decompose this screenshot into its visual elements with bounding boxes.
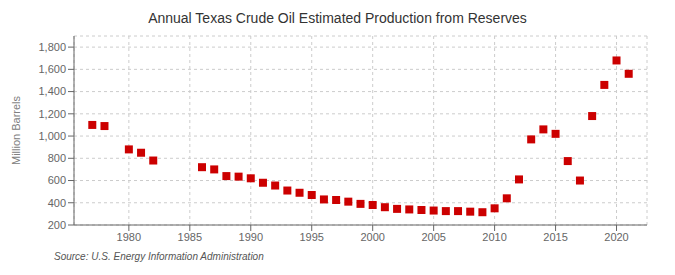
svg-text:1,600: 1,600: [38, 63, 66, 75]
svg-text:2005: 2005: [421, 231, 445, 243]
svg-text:2000: 2000: [360, 231, 384, 243]
svg-text:1990: 1990: [239, 231, 263, 243]
svg-text:1985: 1985: [178, 231, 202, 243]
html-text:Source: U.S. Energy Informatio: Source: U.S. Energy Information Administ…: [54, 251, 264, 262]
svg-text:1,000: 1,000: [38, 130, 66, 142]
html-text:Annual Texas Crude Oil Estimat: Annual Texas Crude Oil Estimated Product…: [148, 10, 527, 26]
svg-text:2010: 2010: [482, 231, 506, 243]
svg-text:1,200: 1,200: [38, 108, 66, 120]
svg-text:2015: 2015: [543, 231, 567, 243]
svg-text:Million Barrels: Million Barrels: [10, 95, 22, 165]
svg-text:1,800: 1,800: [38, 41, 66, 53]
svg-text:1980: 1980: [117, 231, 141, 243]
svg-text:1995: 1995: [299, 231, 323, 243]
svg-text:800: 800: [48, 152, 66, 164]
svg-text:1,400: 1,400: [38, 85, 66, 97]
svg-text:2020: 2020: [604, 231, 628, 243]
svg-text:600: 600: [48, 174, 66, 186]
svg-text:400: 400: [48, 197, 66, 209]
svg-text:200: 200: [48, 219, 66, 231]
